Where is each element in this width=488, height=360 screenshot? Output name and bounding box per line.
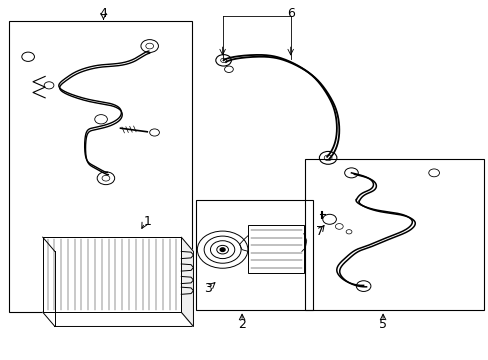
Text: 4: 4 (100, 8, 107, 21)
Text: 1: 1 (143, 215, 151, 228)
Bar (304, 158, 483, 310)
Bar (42, 237, 181, 312)
Text: 6: 6 (286, 7, 294, 20)
Bar (9, 21, 192, 312)
Bar (248, 225, 304, 273)
Text: 7: 7 (315, 225, 323, 238)
Polygon shape (181, 237, 193, 327)
Text: 5: 5 (378, 318, 386, 331)
Bar (196, 200, 312, 310)
Text: 2: 2 (238, 318, 245, 331)
Polygon shape (42, 312, 193, 327)
Text: 3: 3 (203, 283, 211, 296)
Circle shape (220, 248, 224, 251)
